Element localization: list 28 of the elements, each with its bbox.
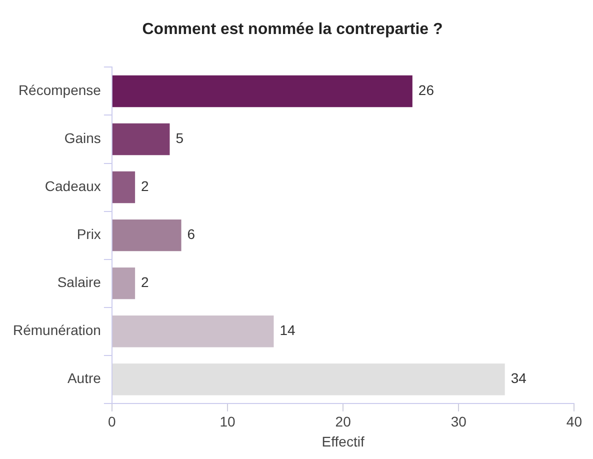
data-label: 5 xyxy=(176,130,184,146)
x-tick-label: 20 xyxy=(335,414,352,430)
x-tick-label: 40 xyxy=(566,414,582,430)
x-tick-label: 10 xyxy=(220,414,236,430)
data-label: 2 xyxy=(141,178,150,194)
y-tick-label: Prix xyxy=(76,226,101,242)
bar xyxy=(112,267,136,300)
bar xyxy=(112,75,412,108)
y-tick-label: Salaire xyxy=(57,274,102,290)
bar xyxy=(112,364,505,396)
bar xyxy=(112,316,274,348)
data-label: 14 xyxy=(280,322,296,338)
data-label: 26 xyxy=(418,82,434,98)
bar xyxy=(112,123,170,156)
x-tick-label: 0 xyxy=(108,414,116,430)
bar xyxy=(112,219,182,252)
y-tick-label: Récompense xyxy=(18,82,102,98)
data-label: 2 xyxy=(141,274,150,290)
data-label: 6 xyxy=(187,226,196,242)
chart-title: Comment est nommée la contrepartie ? xyxy=(142,21,443,38)
y-tick-label: Cadeaux xyxy=(44,178,101,194)
y-tick-label: Gains xyxy=(64,130,101,146)
y-tick-label: Autre xyxy=(67,370,102,386)
data-label: 34 xyxy=(510,370,527,386)
bar xyxy=(112,171,136,204)
x-tick-label: 30 xyxy=(450,414,467,430)
x-axis-title: Effectif xyxy=(322,433,364,450)
y-tick-label: Rémunération xyxy=(13,322,101,338)
